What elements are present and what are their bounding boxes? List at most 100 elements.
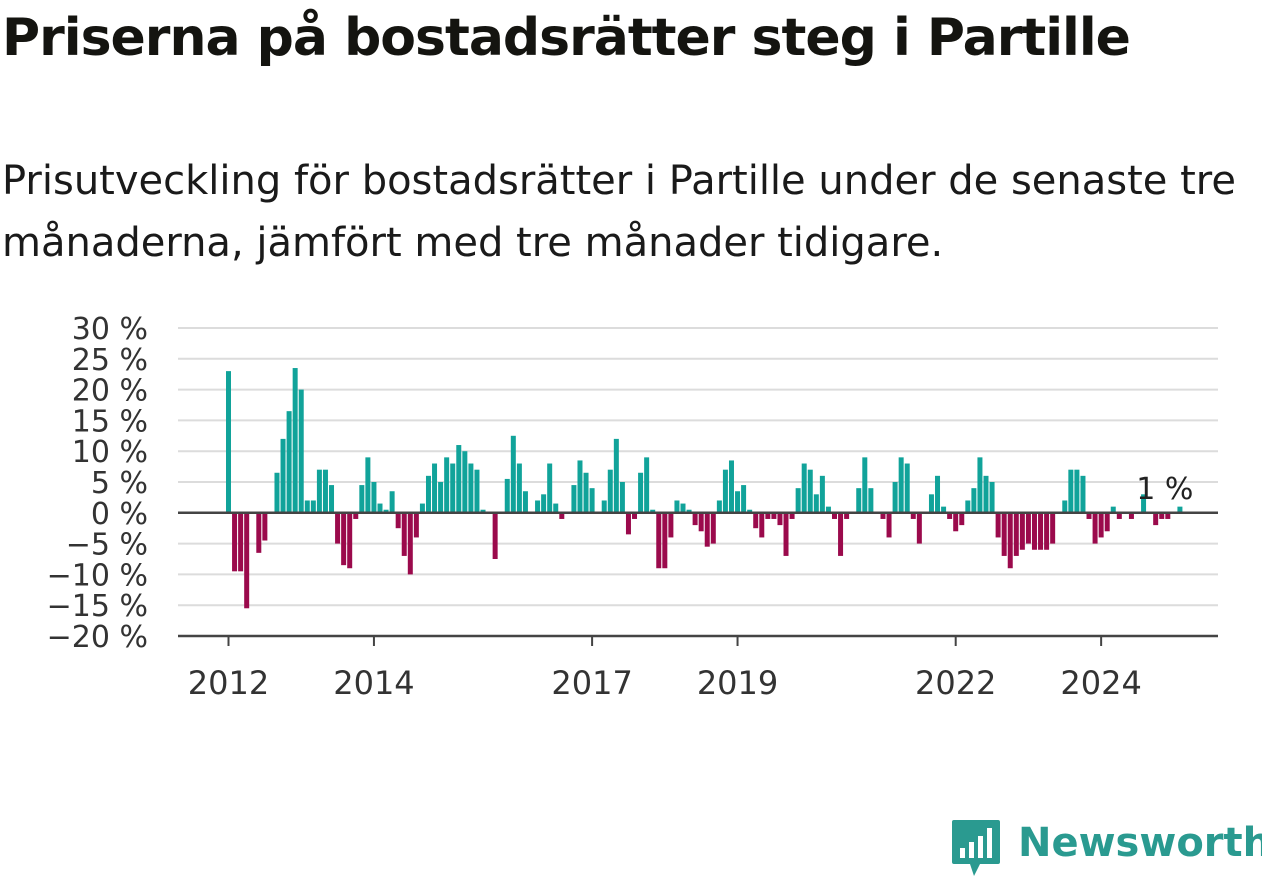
bar (953, 512, 959, 532)
y-tick-label: −10 % (47, 558, 148, 593)
x-tick-label: 2014 (333, 664, 414, 702)
bar (619, 482, 625, 513)
y-tick-label: −20 % (47, 620, 148, 655)
x-tick-labels: 2012 2014 2017 2019 2022 2024 (188, 636, 1142, 702)
bar (347, 512, 353, 569)
annotations: 1 % (1136, 472, 1193, 507)
bar (995, 512, 1001, 538)
bar (304, 500, 310, 513)
bar (777, 512, 783, 526)
bar (377, 503, 383, 513)
bar (341, 512, 347, 566)
bar (674, 500, 680, 513)
bar (747, 509, 753, 513)
bar (965, 500, 971, 513)
bar (1044, 512, 1050, 550)
bar (389, 491, 395, 513)
bar (832, 512, 837, 519)
y-tick-label: 10 % (72, 435, 148, 470)
bar (353, 512, 359, 519)
bar (813, 494, 819, 513)
bar (819, 475, 825, 513)
bar (710, 512, 716, 544)
x-tick-label: 2022 (915, 664, 996, 702)
bar (468, 463, 474, 513)
bar (741, 485, 747, 513)
bar (650, 509, 656, 513)
bar (1086, 512, 1092, 519)
bar (668, 512, 674, 538)
x-tick-label: 2017 (551, 664, 632, 702)
x-tick-label: 2024 (1060, 664, 1141, 702)
bar (226, 371, 231, 513)
bar (407, 512, 413, 575)
y-tick-label: −15 % (47, 589, 148, 624)
bar (365, 457, 371, 513)
bar (1159, 512, 1165, 519)
bar (1062, 500, 1068, 513)
bar (583, 472, 589, 513)
newsworthy-logo-icon (952, 820, 1000, 876)
bar (310, 500, 316, 513)
bar (413, 512, 419, 538)
bar (298, 389, 304, 513)
bar (947, 512, 953, 519)
bar (292, 368, 298, 513)
bar (432, 463, 438, 513)
bar (541, 494, 547, 513)
bar (941, 506, 947, 513)
bar (1038, 512, 1044, 550)
bar (383, 509, 389, 513)
bar (662, 512, 668, 569)
bar (577, 460, 583, 513)
y-tick-labels: 30 %25 %20 %15 %10 %5 %0 %−5 %−10 %−15 %… (47, 312, 148, 655)
bar (1128, 512, 1134, 519)
bar (886, 512, 892, 538)
bar (1068, 469, 1074, 513)
bar (704, 512, 710, 547)
bar (783, 512, 789, 556)
bars (226, 368, 1183, 609)
bar (789, 512, 795, 519)
x-tick-label: 2012 (188, 664, 269, 702)
bar (256, 512, 262, 553)
bar (480, 509, 486, 513)
y-tick-label: 20 % (72, 374, 148, 409)
bar (1050, 512, 1056, 544)
bar (535, 500, 541, 513)
bar (274, 472, 280, 513)
bar (510, 435, 516, 513)
bar (644, 457, 650, 513)
bar (959, 512, 965, 526)
y-tick-label: 15 % (72, 404, 148, 439)
y-tick-label: 25 % (72, 343, 148, 378)
bar (1007, 512, 1013, 569)
bar (450, 463, 456, 513)
bar (456, 445, 462, 513)
bar (625, 512, 631, 535)
bar (862, 457, 868, 513)
bar (904, 463, 910, 513)
bar (571, 485, 577, 513)
bar (395, 512, 401, 529)
bar (547, 463, 553, 513)
bar (474, 469, 480, 513)
bar (989, 482, 995, 513)
bar (892, 482, 898, 513)
bar (638, 472, 644, 513)
bar (1092, 512, 1098, 544)
bar (916, 512, 922, 544)
bar (322, 469, 328, 513)
grid-lines (178, 327, 1218, 607)
bar (553, 503, 559, 513)
bar (244, 512, 250, 609)
bar (728, 460, 734, 513)
bar (1001, 512, 1007, 556)
bar (753, 512, 759, 529)
bar (692, 512, 698, 526)
bar (232, 512, 238, 572)
bar (680, 503, 686, 513)
bar (1098, 512, 1104, 538)
bar (1110, 506, 1116, 513)
bar (898, 457, 904, 513)
